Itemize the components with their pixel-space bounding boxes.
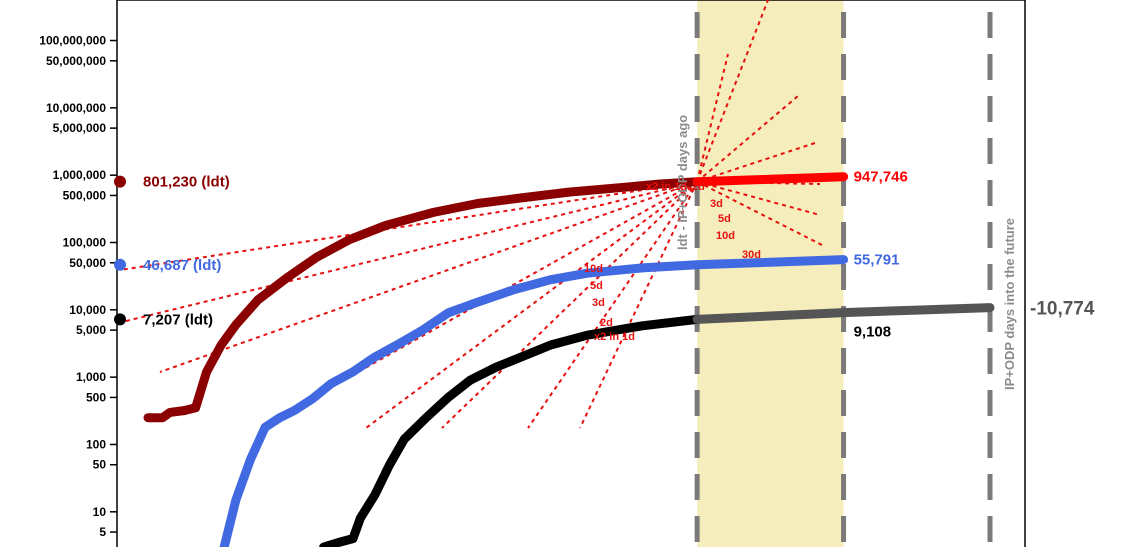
doubling-line [696,95,799,183]
doubling-label: 2d [692,181,705,193]
y-tick-label: 5,000,000 [53,121,107,135]
ldt-marker [114,175,126,188]
doubling-line [696,53,729,182]
series-history-line [319,314,702,547]
series-far-forecast-line [839,303,995,318]
doubling-line [121,180,698,323]
plot-frame [116,0,1026,547]
y-tick-label: 50,000 [69,256,106,270]
future-label: IP+ODP days into the future [1002,218,1017,390]
y-tick-label: 10,000 [69,303,106,317]
doubling-label: 5d [718,213,731,225]
band-highlight [697,0,844,547]
series-forecast-line [692,172,849,187]
y-tick-label: 10 [93,505,107,519]
y-tick-label: 50 [93,458,107,472]
doubling-line [696,180,821,216]
doubling-line [579,181,699,429]
y-tick-label: 100 [86,437,106,451]
ldt-value-label: 46,687 (ldt) [143,257,221,274]
doubling-line [696,0,769,183]
doubling-label: 3d [592,297,605,309]
y-tick-label: 100,000 [63,236,107,250]
doubling-line [441,180,698,429]
doubling-line [696,141,819,183]
y-tick-label: 1,000 [76,370,106,384]
doubling-label: 3d [710,198,723,210]
forecast-value-label: 9,108 [854,324,892,341]
y-tick-label: 100,000,000 [39,34,106,48]
doubling-label: 10d [716,230,735,242]
y-tick-label: 5,000 [76,323,106,337]
doubling-line [119,180,698,271]
ldt-value-label: 801,230 (ldt) [143,174,230,191]
band-label: ldt - IP+ODP days ago [675,115,690,250]
forecast-value-label: 55,791 [854,252,900,269]
ldt-value-label: 7,207 (ldt) [143,311,213,328]
doubling-line [159,180,698,373]
series-history-line [219,260,702,547]
doubling-label: 2d [600,317,613,329]
y-tick-label: 10,000,000 [46,101,106,115]
ldt-marker [114,313,126,326]
doubling-line [527,181,698,429]
doubling-label: 30d [742,249,761,261]
y-tick-label: 500,000 [63,188,107,202]
doubling-label: 10d [584,263,603,275]
doubling-label: x2 in 1d [594,331,635,343]
y-tick-label: 500 [86,390,106,404]
doubling-label: x2 in 1d [646,181,687,193]
series-history-line [143,177,702,423]
series-forecast-line [692,308,849,324]
y-tick-label: 1,000,000 [53,168,107,182]
doubling-label: 5d [590,280,603,292]
y-tick-label: 50,000,000 [46,54,106,68]
ldt-marker [114,258,126,271]
series-forecast-line [692,255,849,270]
future-value-label: -10,774 [1030,299,1095,320]
y-tick-label: 5 [99,525,106,539]
forecast-value-label: 947,746 [854,169,908,186]
